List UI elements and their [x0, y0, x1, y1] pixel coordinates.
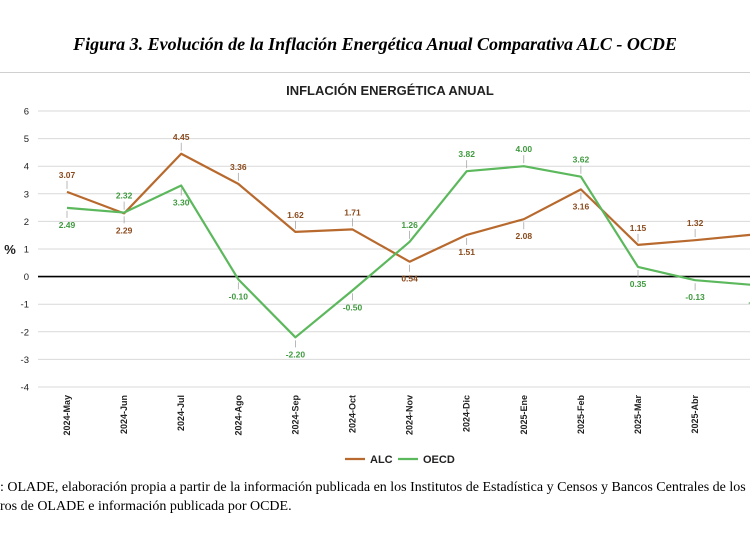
source-line-1: : OLADE, elaboración propia a partir de … — [0, 480, 746, 495]
source-note: : OLADE, elaboración propia a partir de … — [0, 478, 750, 516]
data-label-alc: 1.32 — [687, 218, 704, 228]
data-label-oecd: 2.32 — [116, 191, 133, 201]
chart-title: INFLACIÓN ENERGÉTICA ANUAL — [286, 83, 494, 98]
y-tick-label: 0 — [24, 272, 29, 283]
source-line-2: ros de OLADE e información publicada por… — [0, 499, 292, 514]
data-label-alc: 1.51 — [458, 247, 475, 257]
data-label-oecd: 0.35 — [630, 279, 647, 289]
data-label-alc: 0.54 — [401, 274, 418, 284]
y-tick-label: 1 — [24, 245, 29, 256]
data-label-oecd: 3.62 — [573, 155, 590, 165]
data-label-oecd: -0.10 — [229, 291, 249, 301]
y-tick-label: 5 — [24, 134, 29, 145]
data-labels: 3.07 2.49 2.29 2.32 4.45 3.30 3.36 -0.10 1.62 -2.… — [59, 132, 750, 360]
x-tick-label: 2024-Nov — [405, 395, 415, 435]
x-tick-label: 2024-Oct — [348, 395, 358, 433]
figure-title: Figura 3. Evolución de la Inflación Ener… — [73, 34, 677, 54]
y-tick-label: 6 — [24, 107, 29, 118]
y-axis-label: % — [4, 242, 16, 257]
x-tick-label: 2025-Ene — [519, 395, 529, 435]
frame-top-border — [0, 72, 750, 73]
x-tick-label: 2025-Mar — [633, 395, 643, 435]
y-tick-label: -2 — [21, 327, 29, 338]
data-label-alc: 2.29 — [116, 225, 133, 235]
y-tick-label: 2 — [24, 217, 29, 228]
data-label-oecd: 4.00 — [516, 144, 533, 154]
y-tick-label: -4 — [21, 383, 29, 394]
x-tick-labels: 2024-May 2024-Jun 2024-Jul 2024-Ago 2024-Sep… — [62, 395, 700, 436]
x-tick-label: 2024-Sep — [290, 395, 300, 435]
data-label-alc: 1.71 — [344, 207, 361, 217]
x-tick-label: 2025-Feb — [576, 395, 586, 435]
y-tick-label: -3 — [21, 355, 29, 366]
x-tick-label: 2024-May — [62, 395, 72, 436]
data-label-alc: 1.15 — [630, 223, 647, 233]
x-tick-label: 2024-Ago — [233, 395, 243, 436]
y-tick-labels: -4 -3 -2 -1 0 1 2 3 4 5 6 — [21, 107, 29, 394]
x-tick-label: 2024-Dic — [462, 395, 472, 432]
x-tick-label: 2025-Abr — [690, 395, 700, 434]
data-label-oecd: 3.82 — [458, 149, 475, 159]
data-label-oecd: 2.49 — [59, 220, 76, 230]
data-label-oecd: -0.50 — [343, 302, 363, 312]
data-label-alc: 2.08 — [516, 231, 533, 241]
series-lines — [66, 152, 750, 339]
y-tick-label: 3 — [24, 189, 29, 200]
data-label-alc: 3.36 — [230, 162, 247, 172]
legend-label-oecd: OECD — [423, 454, 455, 466]
data-label-alc: 4.45 — [173, 132, 190, 142]
y-tick-label: 4 — [24, 162, 29, 173]
data-label-oecd: -2.20 — [286, 349, 306, 359]
y-tick-label: -1 — [21, 300, 29, 311]
series-line-alc — [66, 152, 750, 263]
legend: ALC OECD — [345, 454, 455, 466]
data-label-oecd: -0.13 — [685, 292, 705, 302]
data-label-alc: 1.62 — [287, 210, 304, 220]
data-label-oecd: 1.26 — [401, 220, 418, 230]
data-label-alc: 3.16 — [573, 201, 590, 211]
x-tick-label: 2024-Jul — [176, 395, 186, 431]
data-label-alc: 3.07 — [59, 170, 76, 180]
line-chart: INFLACIÓN ENERGÉTICA ANUAL -4 -3 -2 -1 0 1 2 3 4… — [4, 83, 750, 466]
series-line-oecd — [66, 165, 750, 339]
data-label-oecd: -0 — [748, 297, 750, 307]
data-label-oecd: 3.30 — [173, 198, 190, 208]
legend-label-alc: ALC — [370, 454, 393, 466]
x-tick-label: 2024-Jun — [119, 395, 129, 434]
grid-lines — [38, 110, 750, 388]
